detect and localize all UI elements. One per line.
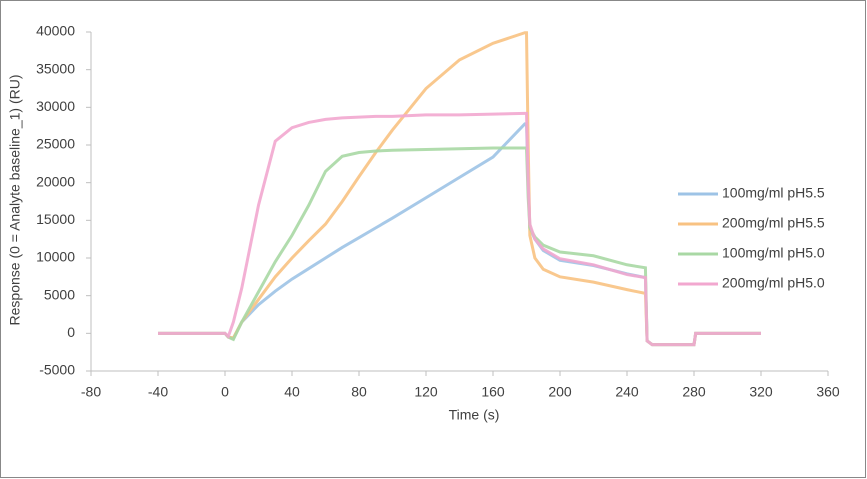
series-line bbox=[158, 146, 761, 347]
y-tick-label: 0 bbox=[67, 324, 75, 340]
x-tick-label: 240 bbox=[615, 384, 639, 400]
y-tick-label: 15000 bbox=[36, 211, 75, 227]
x-tick-label: 360 bbox=[816, 384, 840, 400]
y-tick-label: 25000 bbox=[36, 136, 75, 152]
y-tick-label: 20000 bbox=[36, 173, 75, 189]
x-tick-label: 120 bbox=[414, 384, 438, 400]
series-line bbox=[158, 31, 761, 347]
x-tick-label: 280 bbox=[682, 384, 706, 400]
x-tick-label: -40 bbox=[148, 384, 168, 400]
legend-label: 200mg/ml pH5.0 bbox=[722, 275, 825, 291]
legend-label: 100mg/ml pH5.5 bbox=[722, 185, 825, 201]
x-tick-label: 320 bbox=[749, 384, 773, 400]
legend-label: 200mg/ml pH5.5 bbox=[722, 215, 825, 231]
x-tick-label: 40 bbox=[284, 384, 300, 400]
y-tick-label: 30000 bbox=[36, 98, 75, 114]
x-tick-label: 0 bbox=[221, 384, 229, 400]
y-axis-title: Response (0 = Analyte baseline_1) (RU) bbox=[7, 75, 23, 326]
y-tick-label: 40000 bbox=[36, 23, 75, 39]
x-tick-label: 160 bbox=[481, 384, 505, 400]
x-tick-label: 200 bbox=[548, 384, 572, 400]
legend-label: 100mg/ml pH5.0 bbox=[722, 245, 825, 261]
x-tick-label: 80 bbox=[351, 384, 367, 400]
y-tick-label: 10000 bbox=[36, 249, 75, 265]
y-tick-label: 5000 bbox=[44, 286, 75, 302]
y-tick-label: 35000 bbox=[36, 60, 75, 76]
x-axis-title: Time (s) bbox=[449, 407, 500, 423]
y-tick-label: -5000 bbox=[39, 362, 75, 378]
x-tick-label: -80 bbox=[81, 384, 101, 400]
series-line bbox=[158, 111, 761, 347]
